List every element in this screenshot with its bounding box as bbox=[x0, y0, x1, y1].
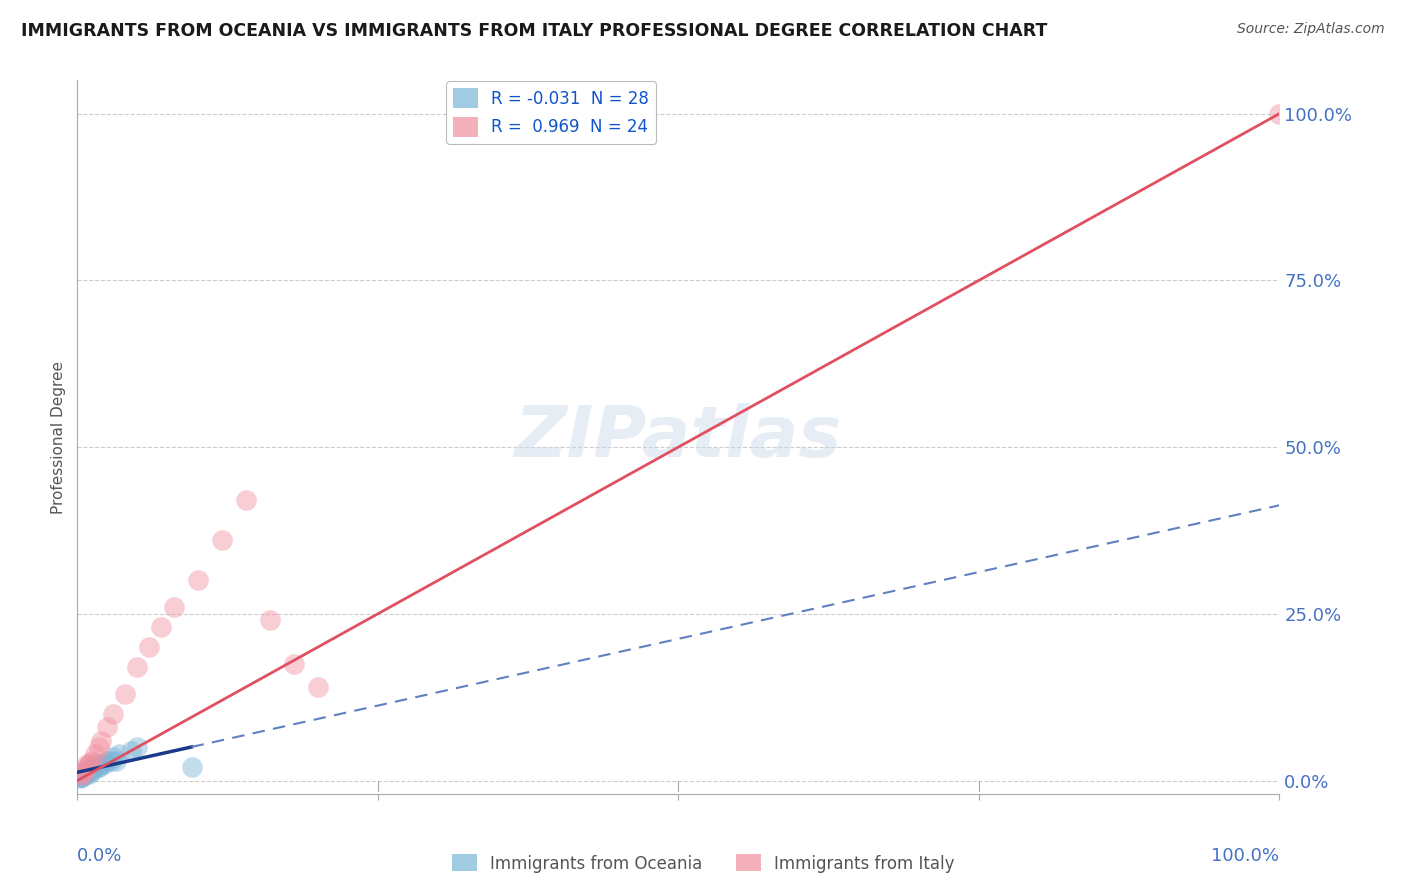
Point bbox=[180, 760, 202, 774]
Point bbox=[80, 764, 103, 778]
Text: ZIPatlas: ZIPatlas bbox=[515, 402, 842, 472]
Point bbox=[103, 706, 125, 721]
Point bbox=[1268, 106, 1291, 120]
Point bbox=[76, 760, 98, 774]
Point bbox=[96, 754, 118, 768]
Point bbox=[72, 767, 94, 781]
Point bbox=[72, 768, 94, 782]
Point bbox=[76, 756, 98, 771]
Point bbox=[127, 660, 149, 674]
Point bbox=[87, 760, 110, 774]
Point bbox=[307, 680, 329, 694]
Point bbox=[70, 770, 93, 784]
Point bbox=[235, 493, 257, 508]
Point bbox=[72, 764, 94, 778]
Point bbox=[79, 756, 101, 771]
Text: Source: ZipAtlas.com: Source: ZipAtlas.com bbox=[1237, 22, 1385, 37]
Point bbox=[87, 760, 110, 774]
Point bbox=[138, 640, 160, 655]
Point bbox=[82, 762, 104, 776]
Point bbox=[69, 771, 91, 785]
Point bbox=[100, 754, 122, 768]
Point bbox=[84, 747, 107, 761]
Point bbox=[76, 764, 98, 778]
Point bbox=[162, 600, 184, 615]
Point bbox=[90, 756, 112, 771]
Point bbox=[80, 754, 103, 768]
Point bbox=[79, 760, 101, 774]
Point bbox=[150, 620, 173, 634]
Point bbox=[77, 764, 100, 778]
Point bbox=[79, 767, 101, 781]
Point bbox=[120, 743, 142, 757]
Point bbox=[127, 740, 149, 755]
Point bbox=[104, 754, 127, 768]
Point bbox=[70, 770, 93, 784]
Point bbox=[70, 768, 93, 782]
Point bbox=[211, 533, 233, 548]
Text: 0.0%: 0.0% bbox=[77, 847, 122, 865]
Text: IMMIGRANTS FROM OCEANIA VS IMMIGRANTS FROM ITALY PROFESSIONAL DEGREE CORRELATION: IMMIGRANTS FROM OCEANIA VS IMMIGRANTS FR… bbox=[21, 22, 1047, 40]
Point bbox=[90, 733, 112, 747]
Point bbox=[70, 770, 93, 784]
Point bbox=[96, 720, 118, 734]
Point bbox=[283, 657, 305, 671]
Text: 100.0%: 100.0% bbox=[1212, 847, 1279, 865]
Point bbox=[259, 614, 281, 628]
Point bbox=[108, 747, 131, 761]
Point bbox=[72, 767, 94, 781]
Point bbox=[84, 756, 107, 771]
Point bbox=[187, 574, 209, 588]
Point bbox=[103, 750, 125, 764]
Legend: R = -0.031  N = 28, R =  0.969  N = 24: R = -0.031 N = 28, R = 0.969 N = 24 bbox=[446, 81, 655, 144]
Point bbox=[73, 765, 96, 780]
Point bbox=[87, 740, 110, 755]
Point bbox=[114, 687, 136, 701]
Y-axis label: Professional Degree: Professional Degree bbox=[51, 360, 66, 514]
Legend: Immigrants from Oceania, Immigrants from Italy: Immigrants from Oceania, Immigrants from… bbox=[444, 847, 962, 880]
Point bbox=[76, 765, 98, 780]
Point bbox=[93, 756, 115, 771]
Point bbox=[75, 767, 97, 781]
